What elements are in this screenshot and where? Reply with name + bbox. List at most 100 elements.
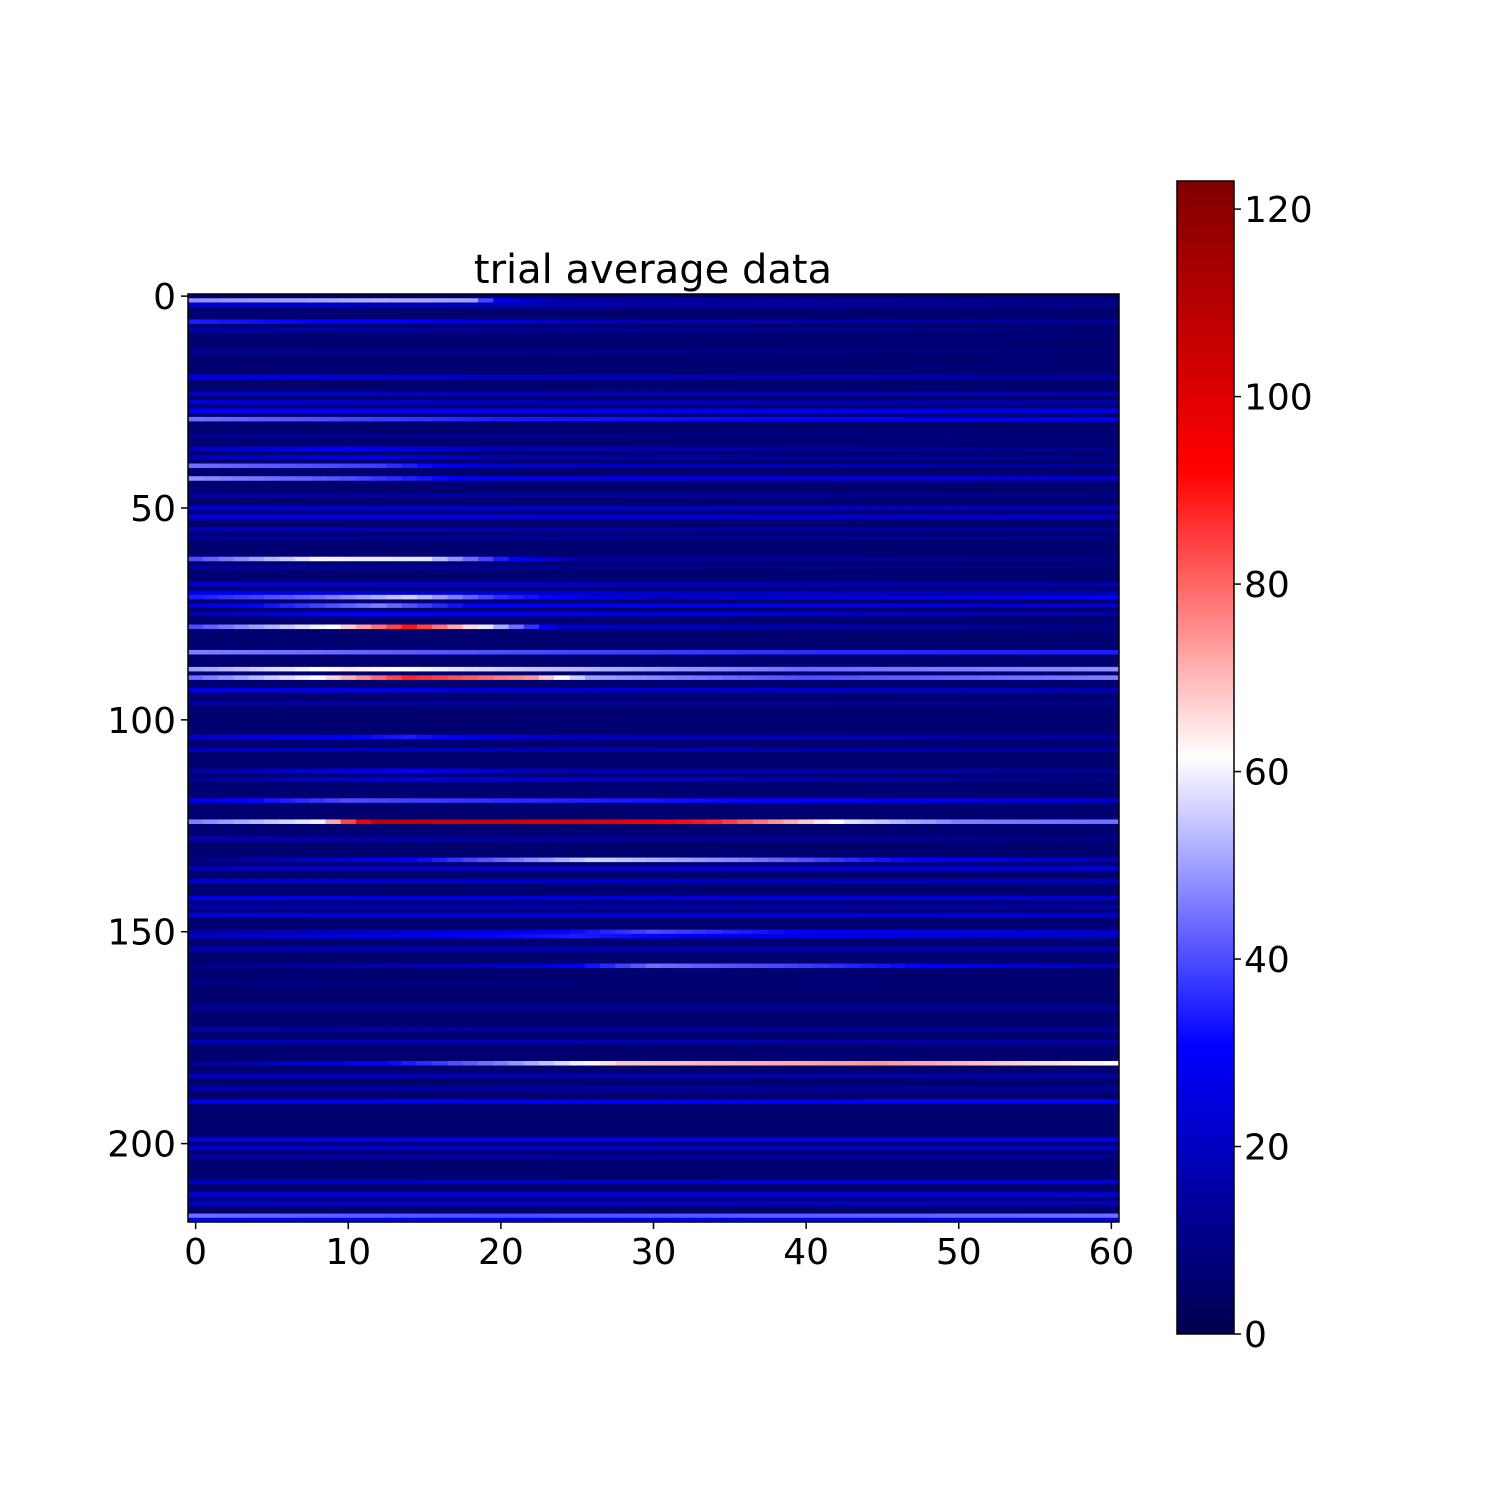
heatmap-cell xyxy=(905,298,922,303)
heatmap-cell xyxy=(249,1039,265,1045)
heatmap-cell xyxy=(1042,866,1059,871)
heatmap-cell xyxy=(859,1145,876,1151)
heatmap-cell xyxy=(1103,446,1119,452)
heatmap-cell xyxy=(829,590,845,596)
heatmap-cell xyxy=(722,319,739,324)
heatmap-cell xyxy=(920,624,937,630)
heatmap-cell xyxy=(340,946,357,952)
heatmap-cell xyxy=(874,399,891,405)
heatmap-cell xyxy=(920,298,937,303)
heatmap-cell xyxy=(798,912,815,918)
heatmap-cell xyxy=(981,675,998,680)
heatmap-row xyxy=(188,505,1119,511)
heatmap-cell xyxy=(951,1060,967,1066)
heatmap-cell xyxy=(951,590,967,596)
heatmap-cell xyxy=(508,649,525,655)
heatmap-cell xyxy=(737,980,754,986)
heatmap-cell xyxy=(355,603,372,608)
heatmap-cell xyxy=(569,611,586,617)
heatmap-cell xyxy=(249,493,265,498)
heatmap-cell xyxy=(874,319,891,324)
heatmap-cell xyxy=(401,594,418,600)
heatmap-cell xyxy=(584,1213,601,1219)
heatmap-cell xyxy=(920,1005,937,1011)
heatmap-cell xyxy=(1103,535,1119,541)
heatmap-cell xyxy=(630,1099,647,1104)
heatmap-cell xyxy=(676,594,693,600)
heatmap-cell xyxy=(432,1213,449,1219)
heatmap-cell xyxy=(966,556,983,562)
heatmap-cell xyxy=(996,1217,1013,1222)
heatmap-cell xyxy=(523,866,540,871)
heatmap-cell xyxy=(539,327,555,333)
heatmap-cell xyxy=(218,666,235,672)
heatmap-cell xyxy=(829,416,845,422)
heatmap-cell xyxy=(1042,535,1059,541)
heatmap-cell xyxy=(844,798,861,803)
heatmap-cell xyxy=(554,1027,571,1032)
heatmap-cell xyxy=(859,933,876,939)
heatmap-cell xyxy=(600,1060,616,1066)
heatmap-cell xyxy=(813,929,830,935)
heatmap-cell xyxy=(722,866,739,871)
heatmap-cell xyxy=(844,611,861,617)
heatmap-cell xyxy=(218,649,235,655)
heatmap-cell xyxy=(203,298,220,303)
heatmap-cell xyxy=(737,1213,754,1219)
heatmap-cell xyxy=(539,912,555,918)
heatmap-cell xyxy=(218,1213,235,1219)
heatmap-cell xyxy=(401,1060,418,1066)
heatmap-cell xyxy=(447,1137,464,1142)
heatmap-cell xyxy=(996,565,1013,570)
heatmap-cell xyxy=(874,455,891,460)
heatmap-cell xyxy=(1012,866,1029,871)
heatmap-cell xyxy=(813,302,830,308)
heatmap-cell xyxy=(1103,327,1119,333)
heatmap-cell xyxy=(401,298,418,303)
heatmap-cell xyxy=(1012,611,1029,617)
heatmap-cell xyxy=(371,1073,388,1079)
heatmap-cell xyxy=(737,1200,754,1206)
heatmap-cell xyxy=(951,836,967,841)
heatmap-cell xyxy=(890,857,906,863)
heatmap-cell xyxy=(493,603,510,608)
heatmap-cell xyxy=(371,493,388,498)
heatmap-cell xyxy=(1057,327,1074,333)
heatmap-cell xyxy=(935,565,952,570)
heatmap-cell xyxy=(325,1200,342,1206)
heatmap-cell xyxy=(935,1099,952,1104)
heatmap-cell xyxy=(691,611,708,617)
heatmap-cell xyxy=(844,929,861,935)
heatmap-cell xyxy=(233,1005,250,1011)
heatmap-cell xyxy=(1027,1200,1044,1206)
heatmap-cell xyxy=(477,505,494,511)
heatmap-cell xyxy=(523,963,540,969)
heatmap-cell xyxy=(233,590,250,596)
heatmap-cell xyxy=(691,1137,708,1142)
heatmap-cell xyxy=(523,327,540,333)
heatmap-cell xyxy=(1012,675,1029,680)
heatmap-cell xyxy=(722,904,739,909)
heatmap-cell xyxy=(325,912,342,918)
heatmap-cell xyxy=(294,1086,311,1091)
heatmap-cell xyxy=(1057,1005,1074,1011)
heatmap-cell xyxy=(1073,929,1090,935)
heatmap-cell xyxy=(661,565,677,570)
heatmap-cell xyxy=(935,582,952,587)
heatmap-cell xyxy=(1057,1154,1074,1159)
heatmap-cell xyxy=(233,1200,250,1206)
heatmap-cell xyxy=(462,319,479,324)
heatmap-cell xyxy=(600,565,616,570)
heatmap-cell xyxy=(966,1200,983,1206)
heatmap-cell xyxy=(600,582,616,587)
heatmap-cell xyxy=(1042,374,1059,380)
heatmap-cell xyxy=(340,929,357,935)
heatmap-cell xyxy=(722,298,739,303)
heatmap-cell xyxy=(233,446,250,452)
heatmap-cell xyxy=(752,594,769,600)
heatmap-cell xyxy=(600,611,616,617)
heatmap-cell xyxy=(920,777,937,782)
heatmap-cell xyxy=(203,688,220,693)
heatmap-cell xyxy=(233,399,250,405)
heatmap-cell xyxy=(935,1005,952,1011)
